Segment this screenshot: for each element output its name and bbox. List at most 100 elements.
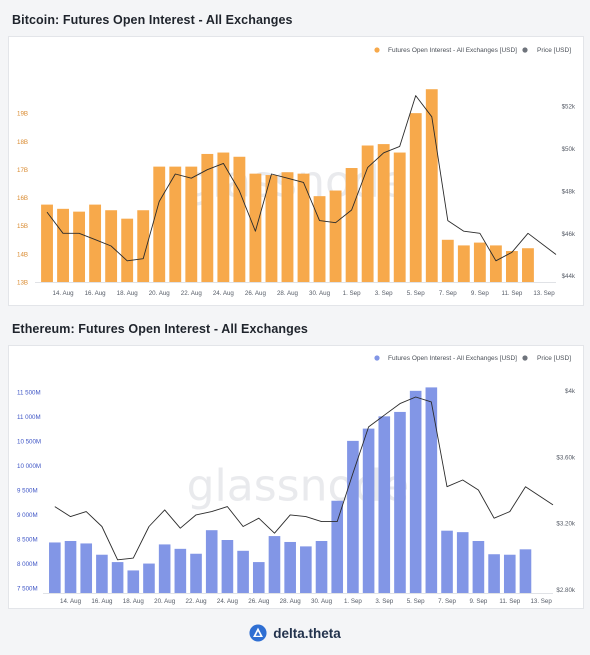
bar-open-interest bbox=[268, 536, 281, 593]
x-tick-label: 14. Aug bbox=[53, 290, 75, 297]
x-tick-label: 16. Aug bbox=[85, 290, 107, 297]
x-tick-label: 5. Sep bbox=[407, 290, 425, 297]
bar-open-interest bbox=[190, 553, 202, 593]
y-left-tick-label: 10 500M bbox=[17, 438, 41, 445]
x-tick-label: 7. Sep bbox=[438, 598, 456, 605]
bar-open-interest bbox=[313, 196, 326, 282]
bar-open-interest bbox=[300, 546, 312, 593]
y-left-tick-label: 15B bbox=[17, 223, 28, 230]
y-left-tick-label: 17B bbox=[17, 167, 28, 174]
x-tick-label: 3. Sep bbox=[375, 290, 393, 297]
legend-label-open-interest: Futures Open Interest - All Exchanges [U… bbox=[388, 355, 517, 362]
x-tick-label: 3. Sep bbox=[375, 598, 393, 605]
x-tick-label: 18. Aug bbox=[123, 598, 145, 605]
y-right-tick-label: $2.80k bbox=[556, 587, 575, 594]
bar-open-interest bbox=[185, 166, 198, 282]
bar-open-interest bbox=[329, 190, 342, 282]
bar-open-interest bbox=[297, 173, 310, 282]
x-tick-label: 20. Aug bbox=[149, 290, 171, 297]
eth-chart: Price [USD] Futures Open Interest - All E… bbox=[17, 355, 576, 605]
bar-open-interest bbox=[158, 544, 171, 593]
bar-open-interest bbox=[73, 211, 86, 282]
x-tick-label: 5. Sep bbox=[407, 598, 425, 605]
y-left-tick-label: 13B bbox=[17, 280, 28, 287]
bar-open-interest bbox=[265, 175, 278, 282]
bar-open-interest bbox=[456, 532, 469, 593]
bar-open-interest bbox=[361, 145, 374, 282]
y-left-tick-label: 8 000M bbox=[17, 561, 38, 568]
bar-open-interest bbox=[249, 173, 262, 282]
bar-open-interest bbox=[137, 210, 150, 282]
x-tick-label: 1. Sep bbox=[343, 290, 361, 297]
x-tick-label: 9. Sep bbox=[469, 598, 487, 605]
bar-open-interest bbox=[237, 550, 249, 593]
bar-open-interest bbox=[409, 390, 422, 593]
bar-open-interest bbox=[489, 245, 502, 282]
bar-open-interest bbox=[281, 172, 294, 282]
legend-marker-price bbox=[522, 355, 528, 361]
y-left-tick-label: 9 000M bbox=[17, 512, 38, 519]
bar-open-interest bbox=[127, 570, 140, 593]
bar-open-interest bbox=[89, 204, 102, 282]
bar-open-interest bbox=[64, 540, 77, 593]
x-tick-label: 26. Aug bbox=[245, 290, 267, 297]
y-right-tick-label: $52k bbox=[562, 104, 576, 111]
bar-open-interest bbox=[41, 204, 53, 282]
x-tick-label: 13. Sep bbox=[533, 290, 555, 297]
x-tick-label: 26. Aug bbox=[248, 598, 270, 605]
bar-open-interest bbox=[221, 540, 234, 593]
y-left-tick-label: 18B bbox=[17, 139, 28, 146]
x-tick-label: 24. Aug bbox=[213, 290, 235, 297]
bar-open-interest bbox=[169, 166, 182, 282]
y-left-tick-label: 8 500M bbox=[17, 537, 38, 544]
y-right-tick-label: $44k bbox=[562, 273, 576, 280]
legend-marker-price bbox=[522, 47, 528, 53]
bar-open-interest bbox=[252, 562, 265, 593]
y-right-tick-label: $3.20k bbox=[556, 521, 575, 528]
x-tick-label: 30. Aug bbox=[311, 598, 333, 605]
watermark: glassnode bbox=[187, 461, 410, 512]
legend-label-price: Price [USD] bbox=[537, 47, 571, 54]
bar-open-interest bbox=[505, 251, 518, 282]
bar-open-interest bbox=[488, 554, 500, 593]
bar-open-interest bbox=[143, 563, 155, 593]
legend-label-price: Price [USD] bbox=[537, 355, 571, 362]
bar-open-interest bbox=[362, 428, 375, 593]
x-tick-label: 1. Sep bbox=[344, 598, 362, 605]
y-left-tick-label: 11 000M bbox=[17, 414, 41, 421]
x-tick-label: 18. Aug bbox=[117, 290, 139, 297]
btc-chart: Price [USD] Futures Open Interest - All E… bbox=[17, 47, 576, 297]
bar-open-interest bbox=[425, 387, 438, 593]
x-tick-label: 28. Aug bbox=[280, 598, 302, 605]
bar-open-interest bbox=[174, 548, 187, 593]
btc-chart-title: Bitcoin: Futures Open Interest - All Exc… bbox=[12, 13, 293, 27]
y-left-tick-label: 11 500M bbox=[17, 389, 41, 396]
bar-open-interest bbox=[121, 218, 134, 282]
bar-open-interest bbox=[473, 242, 486, 282]
bar-open-interest bbox=[217, 152, 230, 282]
bar-open-interest bbox=[57, 208, 69, 282]
delta-theta-logo-icon bbox=[249, 624, 267, 642]
bar-open-interest bbox=[233, 156, 246, 282]
x-tick-label: 14. Aug bbox=[60, 598, 82, 605]
legend-label-open-interest: Futures Open Interest - All Exchanges [U… bbox=[388, 47, 517, 54]
y-right-tick-label: $4k bbox=[565, 388, 576, 395]
bar-open-interest bbox=[111, 562, 124, 593]
x-tick-label: 16. Aug bbox=[91, 598, 113, 605]
eth-chart-panel: Price [USD] Futures Open Interest - All E… bbox=[8, 345, 584, 609]
bar-open-interest bbox=[378, 416, 391, 593]
x-tick-label: 13. Sep bbox=[530, 598, 552, 605]
x-tick-label: 30. Aug bbox=[309, 290, 331, 297]
x-tick-label: 9. Sep bbox=[471, 290, 489, 297]
bar-open-interest bbox=[347, 440, 359, 593]
bar-open-interest bbox=[205, 530, 218, 593]
footer: delta.theta bbox=[0, 620, 590, 646]
bar-open-interest bbox=[153, 166, 166, 282]
bar-open-interest bbox=[472, 540, 485, 593]
bar-open-interest bbox=[425, 89, 438, 282]
bar-open-interest bbox=[315, 540, 328, 593]
bar-open-interest bbox=[441, 239, 454, 282]
y-right-tick-label: $48k bbox=[562, 188, 576, 195]
y-left-tick-label: 14B bbox=[17, 251, 28, 258]
bar-open-interest bbox=[49, 542, 61, 593]
